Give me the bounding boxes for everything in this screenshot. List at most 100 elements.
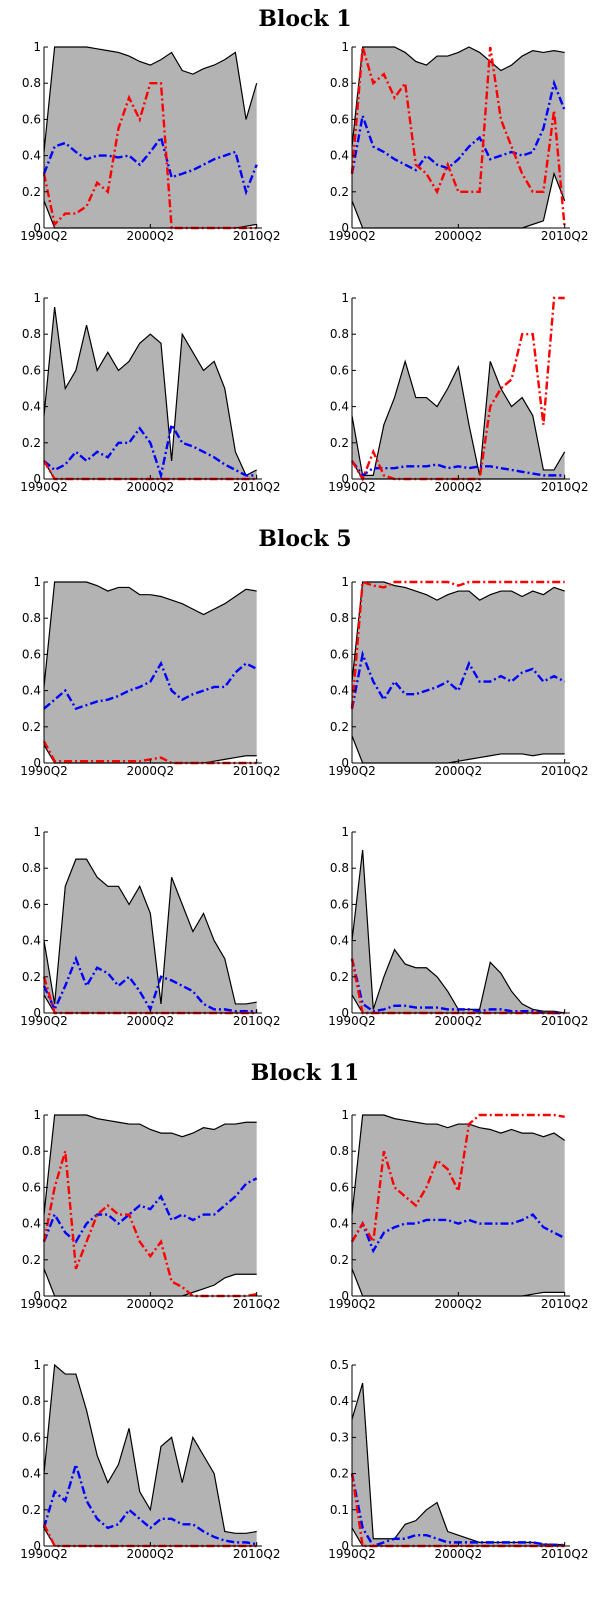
y-tick-label: 0.4 [22,149,41,163]
series-line [350,79,566,174]
y-tick-label: 0.1 [330,1503,349,1517]
band [352,582,565,763]
y-tick-label: 0.4 [22,934,41,948]
panel: 0 0.2 0.4 0.6 0.8 1 1990Q2 2000Q2 2010Q2 [20,291,280,494]
y-tick-label: 0.4 [330,400,349,414]
y-tick-label: 0 [341,756,349,770]
y-tick-label: 0.2 [22,185,41,199]
y-tick-label: 1 [33,575,41,589]
x-tick-label: 1990Q2 [20,764,68,778]
x-tick-label: 2000Q2 [435,1297,483,1311]
y-tick-label: 0 [33,221,41,235]
panel: 0 0.2 0.4 0.6 0.8 1 1990Q2 2000Q2 2010Q2 [328,1108,588,1311]
y-tick-label: 0.3 [330,1430,349,1444]
y-tick-label: 0.6 [330,363,349,377]
series-line [42,1460,257,1546]
x-tick-label: 2010Q2 [233,1297,281,1311]
y-tick-label: 0 [33,472,41,486]
y-tick-label: 1 [341,825,349,839]
y-tick-label: 0.4 [330,1217,349,1231]
y-tick-label: 0.6 [22,1180,41,1194]
x-tick-label: 2000Q2 [127,480,175,494]
y-tick-label: 0.4 [330,1394,349,1408]
y-tick-label: 0.2 [330,970,349,984]
x-tick-label: 2000Q2 [127,229,175,243]
y-tick-label: 0.6 [330,897,349,911]
x-tick-label: 1990Q2 [328,480,376,494]
series-line [350,580,565,709]
panel: 0 0.2 0.4 0.6 0.8 1 1990Q2 2000Q2 2010Q2 [20,1108,280,1311]
y-tick-label: 0.5 [330,1358,349,1372]
y-tick-label: 0.8 [22,1394,41,1408]
panel: 0 0.2 0.4 0.6 0.8 1 1990Q2 2000Q2 2010Q2 [20,575,280,778]
x-tick-label: 2000Q2 [435,480,483,494]
x-tick-label: 2000Q2 [435,1547,483,1561]
x-tick-label: 2010Q2 [541,229,589,243]
x-tick-label: 2010Q2 [541,1014,589,1028]
y-tick-label: 0.6 [22,363,41,377]
y-tick-label: 1 [341,575,349,589]
x-tick-label: 1990Q2 [328,1297,376,1311]
band [44,1115,257,1296]
y-tick-label: 1 [33,825,41,839]
y-tick-label: 0.6 [22,1430,41,1444]
x-tick-label: 2000Q2 [435,229,483,243]
y-tick-label: 0.2 [330,185,349,199]
y-tick-label: 0.8 [22,611,41,625]
x-tick-label: 1990Q2 [328,764,376,778]
block-heading: Block 1 [258,6,351,32]
band [352,361,565,479]
x-tick-label: 2000Q2 [127,1014,175,1028]
y-tick-label: 0.8 [22,861,41,875]
series-line [43,1114,257,1215]
y-tick-label: 0.8 [330,611,349,625]
panel: 0 0.2 0.4 0.6 0.8 1 1990Q2 2000Q2 2010Q2 [328,575,588,778]
x-tick-label: 2010Q2 [233,1014,281,1028]
y-tick-label: 0.2 [330,1253,349,1267]
panel: 0 0.2 0.4 0.6 0.8 1 1990Q2 2000Q2 2010Q2 [328,40,588,243]
y-tick-label: 0.4 [330,934,349,948]
y-tick-label: 0.8 [22,327,41,341]
y-tick-label: 0 [33,1289,41,1303]
series-line [43,660,258,711]
y-tick-label: 0.4 [22,400,41,414]
x-tick-label: 1990Q2 [20,1297,68,1311]
x-tick-label: 2010Q2 [233,480,281,494]
series-line [351,1114,566,1215]
y-tick-label: 1 [33,1358,41,1372]
y-tick-label: 1 [33,1108,41,1122]
x-tick-label: 1990Q2 [20,480,68,494]
series-line [43,581,257,688]
y-tick-label: 1 [341,40,349,54]
y-tick-label: 0.2 [330,720,349,734]
series-line [42,82,257,230]
band [352,1115,565,1296]
y-tick-label: 0.4 [330,149,349,163]
y-tick-label: 1 [33,40,41,54]
series-line [351,581,565,682]
y-tick-label: 0.6 [22,647,41,661]
series-line [43,46,258,153]
y-tick-label: 0.2 [330,1467,349,1481]
x-tick-label: 1990Q2 [328,1547,376,1561]
y-tick-label: 0.8 [330,76,349,90]
panel: 0 0.2 0.4 0.6 0.8 1 1990Q2 2000Q2 2010Q2 [328,291,588,494]
y-tick-label: 0.8 [330,327,349,341]
block-heading: Block 5 [258,526,351,552]
x-tick-label: 1990Q2 [20,1014,68,1028]
block-heading: Block 11 [251,1060,360,1086]
band [352,850,565,1013]
y-tick-label: 0.2 [22,720,41,734]
x-tick-label: 2000Q2 [435,1014,483,1028]
y-tick-label: 0.2 [22,1253,41,1267]
y-tick-label: 0.4 [22,684,41,698]
series-line [351,359,566,476]
x-tick-label: 2010Q2 [541,480,589,494]
x-tick-label: 1990Q2 [20,229,68,243]
y-tick-label: 0 [33,1006,41,1020]
band [44,859,257,1013]
panel: 0 0.2 0.4 0.6 0.8 1 1990Q2 2000Q2 2010Q2 [328,825,588,1028]
y-tick-label: 0.8 [22,1144,41,1158]
y-tick-label: 0.6 [330,1180,349,1194]
